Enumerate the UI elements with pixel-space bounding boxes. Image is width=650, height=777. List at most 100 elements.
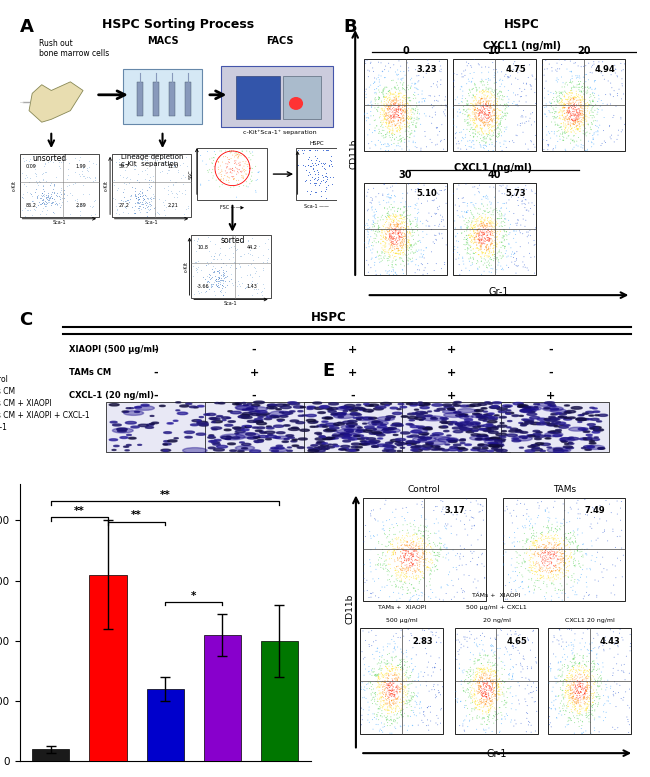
Point: [561, 570, 571, 582]
Point: [403, 97, 413, 110]
Circle shape: [508, 420, 512, 422]
Point: [569, 118, 580, 131]
Point: [523, 632, 533, 644]
Circle shape: [242, 448, 248, 449]
Point: [118, 183, 129, 195]
Point: [401, 205, 411, 218]
Point: [586, 98, 596, 110]
Point: [566, 526, 576, 538]
Point: [384, 123, 394, 135]
Point: [544, 106, 554, 118]
Point: [399, 681, 410, 693]
Point: [506, 625, 516, 637]
Point: [579, 81, 590, 93]
Point: [557, 103, 567, 115]
Point: [557, 93, 567, 106]
Point: [567, 659, 578, 671]
Point: [392, 219, 402, 232]
Point: [487, 229, 497, 242]
Point: [563, 118, 573, 131]
Point: [298, 159, 308, 172]
Point: [387, 111, 398, 124]
Point: [508, 671, 518, 683]
Point: [473, 674, 484, 687]
Point: [495, 225, 506, 238]
Point: [422, 552, 432, 565]
Point: [491, 702, 502, 714]
Point: [468, 127, 478, 139]
Point: [560, 93, 571, 106]
Point: [224, 176, 234, 189]
Point: [484, 683, 494, 695]
Point: [373, 250, 384, 263]
Circle shape: [490, 443, 498, 444]
Point: [526, 686, 537, 699]
Point: [598, 660, 608, 673]
Point: [545, 663, 556, 675]
Point: [227, 162, 237, 175]
Point: [397, 218, 408, 230]
Point: [481, 97, 491, 110]
Point: [493, 681, 504, 693]
Point: [560, 545, 571, 558]
Point: [592, 649, 602, 661]
Circle shape: [351, 446, 358, 448]
Point: [404, 223, 414, 235]
Point: [488, 96, 499, 108]
Point: [398, 524, 408, 537]
Point: [396, 542, 407, 555]
Point: [376, 666, 387, 678]
Point: [466, 260, 476, 272]
Point: [573, 494, 583, 507]
Point: [559, 552, 569, 564]
Point: [402, 121, 412, 134]
Circle shape: [378, 416, 395, 420]
Point: [478, 84, 488, 96]
Point: [564, 91, 574, 103]
Point: [411, 82, 421, 95]
Point: [573, 81, 583, 93]
Point: [476, 106, 487, 118]
Point: [374, 551, 385, 563]
Point: [408, 550, 419, 563]
Text: 3.17: 3.17: [445, 506, 465, 515]
Point: [420, 130, 430, 142]
Point: [478, 78, 488, 91]
Circle shape: [412, 429, 428, 433]
Point: [551, 536, 562, 549]
Point: [569, 664, 579, 676]
Point: [395, 209, 405, 221]
Point: [528, 527, 539, 539]
Point: [476, 216, 486, 228]
Point: [467, 72, 478, 85]
Point: [84, 161, 95, 173]
Point: [506, 552, 517, 565]
Point: [551, 106, 562, 118]
Point: [374, 112, 385, 124]
Circle shape: [372, 446, 378, 448]
Point: [403, 79, 413, 92]
Point: [493, 127, 503, 140]
Point: [362, 54, 372, 66]
Point: [405, 94, 415, 106]
Circle shape: [472, 430, 478, 431]
Point: [519, 83, 530, 96]
Point: [576, 568, 586, 580]
Point: [170, 159, 180, 172]
Circle shape: [337, 429, 361, 434]
Point: [469, 54, 480, 66]
Point: [399, 227, 410, 239]
Point: [402, 124, 412, 137]
Point: [389, 265, 399, 277]
Point: [83, 165, 93, 177]
Point: [565, 120, 575, 133]
Circle shape: [590, 438, 599, 441]
Point: [472, 227, 482, 239]
Point: [476, 234, 487, 246]
Point: [400, 89, 411, 102]
Point: [203, 277, 214, 289]
Point: [397, 236, 408, 249]
Point: [499, 648, 510, 660]
Point: [489, 181, 499, 193]
Point: [489, 77, 499, 89]
